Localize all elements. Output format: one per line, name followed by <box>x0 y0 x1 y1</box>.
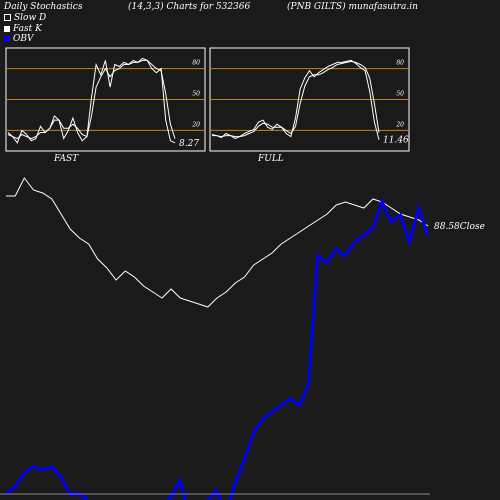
fast-panel-label: FAST <box>53 154 79 164</box>
chart-header-center: (14,3,3) Charts for 532366 <box>128 2 251 12</box>
fast-last-value: 8.27 <box>179 139 199 149</box>
full-panel-label: FULL <box>257 154 284 164</box>
legend-slow-d: Slow D <box>4 13 46 23</box>
full-slow-d-line <box>212 60 380 138</box>
close-label: 88.58Close <box>434 222 485 232</box>
fast-stochastic-panel: 80 50 20 8.27 FAST <box>5 47 206 164</box>
legend-obv: OBV <box>4 34 34 44</box>
full-tick-label: 50 <box>396 91 404 98</box>
obv-swatch <box>4 35 10 42</box>
legend-slow-d-label: Slow D <box>14 13 47 23</box>
fast-tick-label: 20 <box>191 121 200 128</box>
full-last-value: 11.46 <box>383 136 409 146</box>
legend-fast-k: Fast K <box>4 24 42 34</box>
chart-header-left: Daily Stochastics <box>4 2 83 12</box>
full-tick-label: 20 <box>395 121 404 128</box>
full-stochastic-panel: 80 50 20 11.46 FULL <box>209 47 410 164</box>
fast-k-swatch <box>4 25 10 32</box>
full-fast-k-line <box>211 59 380 140</box>
slow-d-swatch <box>4 14 11 21</box>
fast-tick-label: 80 <box>192 60 200 67</box>
price-obv-panel: 88.58Close <box>0 177 485 500</box>
obv-line <box>5 197 430 500</box>
fast-slow-d-line <box>7 59 176 140</box>
legend-fast-k-label: Fast K <box>13 24 42 34</box>
full-tick-label: 80 <box>396 60 404 67</box>
legend-obv-label: OBV <box>13 34 34 44</box>
fast-tick-label: 50 <box>192 91 200 98</box>
chart-header-right: (PNB GILTS) munafasutra.in <box>287 2 418 12</box>
close-price-line <box>6 177 429 308</box>
